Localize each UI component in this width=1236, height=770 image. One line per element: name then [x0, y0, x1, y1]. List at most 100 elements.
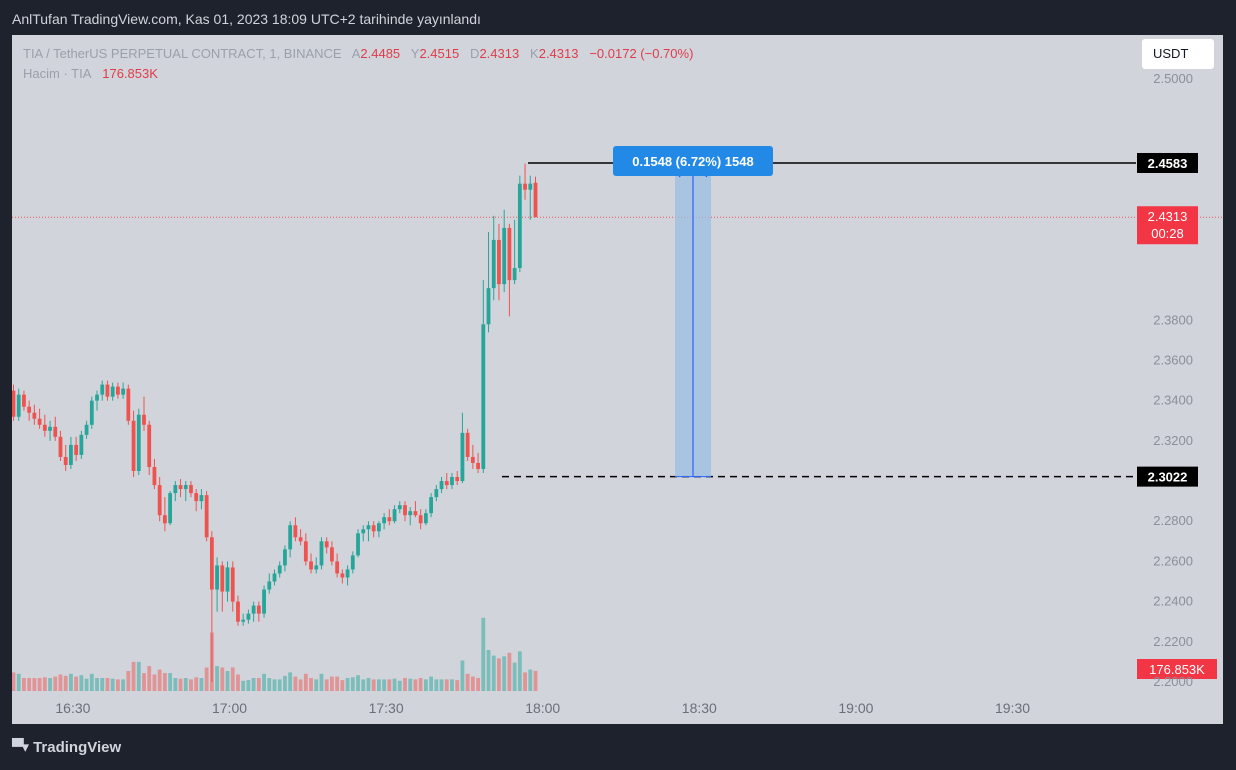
volume-bar [345, 678, 350, 691]
candle-body [345, 569, 350, 578]
volume-bar [12, 672, 16, 691]
candle-body [42, 424, 47, 431]
candle-body [340, 573, 345, 578]
currency-button[interactable]: USDT [1142, 39, 1214, 69]
volume-bar [502, 656, 507, 691]
volume-bar [382, 679, 387, 691]
candle-body [523, 183, 527, 190]
y-tick-label: 2.2800 [1153, 513, 1193, 528]
volume-bar [350, 677, 355, 691]
volume-bar [27, 678, 32, 691]
y-tick-label: 2.2600 [1153, 553, 1193, 568]
y-tick-label: 2.3800 [1153, 312, 1193, 327]
brand-footer[interactable]: ▀▾ TradingView [12, 738, 121, 756]
volume-bar [309, 678, 313, 691]
volume-bar [491, 655, 496, 691]
volume-bar [330, 676, 334, 691]
candle-body [491, 239, 496, 289]
volume-bar [110, 678, 115, 691]
candle-body [298, 537, 303, 542]
price-chart[interactable]: 2.4583 2.3022 2.4313 00:28 176.853K 0.1548 (… [12, 35, 1223, 724]
candle-body [439, 481, 444, 490]
volume-bar [392, 678, 397, 691]
candle-body [350, 555, 355, 570]
candle-body [392, 509, 397, 522]
volume-bar [533, 670, 538, 691]
volume-bar [48, 678, 52, 691]
candle-body [330, 547, 334, 562]
volume-bar [319, 673, 324, 691]
candle-body [58, 436, 63, 457]
chart-panel[interactable]: 2.4583 2.3022 2.4313 00:28 176.853K 0.1548 (… [12, 35, 1223, 724]
volume-bar [79, 675, 84, 691]
volume-bar [413, 679, 418, 691]
candle-body [314, 565, 319, 570]
candle-body [89, 400, 94, 425]
candle-body [230, 567, 235, 602]
volume-bar [89, 673, 94, 691]
candle-body [251, 605, 256, 614]
candle-body [486, 288, 491, 325]
volume-bar [361, 679, 366, 691]
volume-bar [246, 680, 251, 691]
volume-bar [262, 673, 266, 691]
candle-body [476, 462, 480, 469]
volume-bar [37, 678, 42, 691]
candle-body [434, 489, 439, 498]
volume-bar [22, 678, 26, 691]
volume-bar [84, 678, 89, 691]
volume-bar [204, 667, 209, 691]
volume-bar [429, 676, 433, 691]
volume-bar [408, 678, 413, 691]
volume-bar [387, 679, 392, 691]
volume-bar [298, 679, 303, 691]
volume-bar [74, 676, 79, 691]
candle-body [241, 619, 246, 622]
volume-bar [53, 676, 58, 691]
volume-bar [450, 679, 454, 691]
candle-body [194, 493, 199, 502]
candle-body [189, 485, 193, 494]
candle-body [324, 541, 329, 548]
volume-bar [251, 678, 256, 691]
volume-bar [277, 679, 282, 691]
candle-body [142, 414, 146, 425]
candle-body [387, 517, 392, 522]
y-tick-label: 2.2200 [1153, 634, 1193, 649]
volume-bar [220, 667, 225, 691]
volume-bar [157, 669, 162, 691]
volume-label-bg [1137, 659, 1217, 679]
y-tick-label: 2.3400 [1153, 393, 1193, 408]
volume-bar [434, 679, 439, 691]
candle-body [131, 420, 136, 471]
volume-bar [528, 669, 533, 691]
candle-body [460, 432, 465, 482]
candle-body [533, 182, 538, 218]
candle-body [418, 515, 423, 524]
volume-bar [455, 680, 460, 691]
volume-bar [439, 679, 444, 691]
candle-body [27, 406, 32, 413]
volume-bar [256, 678, 261, 691]
volume-bar [16, 673, 21, 691]
horizontal-levels: 2.4583 2.3022 2.4313 00:28 176.853K [12, 152, 1223, 679]
volume-bar [465, 673, 470, 691]
candle-body [22, 394, 26, 407]
candle-body [528, 183, 533, 190]
volume-bar [460, 660, 465, 691]
volume-bar [476, 678, 480, 691]
volume-bar [517, 651, 522, 691]
x-tick-label: 17:00 [212, 700, 247, 716]
candle-body [209, 537, 214, 590]
candle-body [356, 533, 360, 556]
candle-body [450, 477, 454, 486]
candle-body [335, 561, 340, 574]
volume-bar [486, 650, 491, 691]
volume-bar [267, 678, 272, 691]
candle-body [157, 485, 162, 516]
candle-body [168, 493, 172, 524]
candle-body [204, 495, 209, 538]
volume-bar [173, 678, 178, 691]
candle-body [444, 481, 449, 486]
candle-body [126, 388, 131, 421]
